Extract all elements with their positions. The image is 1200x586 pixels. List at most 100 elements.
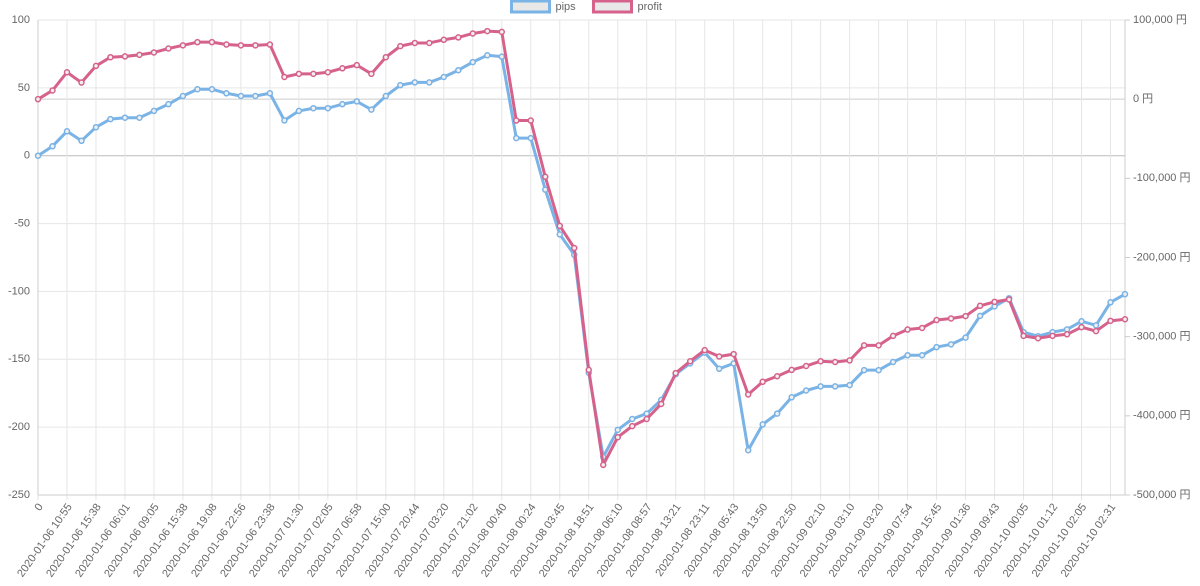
y-tick-label: -150 [8,353,30,365]
data-point [831,358,839,366]
data-point [860,342,868,349]
data-point [773,373,781,380]
y2-tick-label: -100,000 円 [1133,172,1190,184]
data-point [744,446,752,454]
data-point [701,346,708,354]
data-point [788,366,795,374]
data-point [339,65,346,72]
data-point [353,61,361,69]
y-tick-label: -200 [8,421,30,433]
y2-tick-label: 100,000 円 [1133,14,1187,26]
data-point [310,104,317,112]
legend-label: pips [556,1,577,13]
data-point [513,134,520,142]
data-point [513,117,520,124]
data-point [918,324,926,332]
data-point [136,51,143,59]
data-point [121,53,129,60]
data-point [411,79,419,86]
data-point [715,365,723,373]
data-point [136,114,143,121]
data-point [904,351,911,359]
data-point [484,27,491,35]
data-point [252,92,259,100]
data-point [1005,296,1013,303]
data-point [324,104,332,112]
data-point [469,58,477,66]
data-point [92,62,100,70]
data-point [34,152,42,159]
data-point [788,394,795,401]
y-tick-label: 50 [18,82,30,94]
data-point [933,316,940,324]
data-point [150,107,158,115]
data-point [947,315,955,322]
data-point [599,461,607,469]
data-point [1121,290,1129,298]
y2-tick-label: -200,000 円 [1133,251,1190,263]
data-point [962,312,969,320]
data-point [614,426,621,434]
data-point [411,39,419,47]
data-point [208,85,216,93]
data-point [382,53,390,61]
data-point [556,231,564,238]
data-point [933,343,940,351]
data-point [295,70,303,78]
y-tick-label: 100 [12,14,30,26]
data-point [1063,331,1071,338]
data-point [237,42,245,49]
legend-label: profit [638,1,662,13]
data-point [1034,335,1042,342]
data-point [889,358,897,366]
data-point [266,90,274,97]
data-point [165,100,172,108]
data-point [527,117,535,124]
data-point [1107,317,1114,325]
data-point [527,134,535,142]
data-point [382,92,390,100]
data-point [759,421,766,428]
data-point [440,73,448,81]
data-point [223,41,230,48]
data-point [295,107,303,115]
data-point [484,52,491,59]
data-point [440,36,448,44]
data-point [368,70,375,78]
data-point [715,353,723,360]
data-point [107,115,114,123]
data-point [1092,327,1100,335]
data-point [353,98,361,105]
data-point [585,366,592,374]
data-point [223,90,230,97]
data-point [397,81,404,89]
data-point [455,34,462,41]
data-point [397,42,404,50]
data-point [92,123,100,131]
data-point [643,415,650,423]
data-point [1107,299,1114,306]
data-point [165,45,172,52]
data-point [324,69,332,76]
data-point [846,357,853,364]
series-line [37,53,1126,459]
data-point [150,49,158,56]
data-point [817,357,824,365]
y-tick-label: -50 [14,217,30,229]
data-point [556,222,564,230]
data-point [730,350,737,358]
y-tick-label: -100 [8,285,30,297]
data-point [1020,332,1027,340]
data-point [1121,316,1129,323]
data-point [498,53,506,60]
data-point [49,87,56,94]
data-point [78,137,85,145]
data-point [947,341,955,348]
data-point [281,117,288,124]
data-point [281,73,288,81]
data-point [208,38,216,46]
data-point [63,128,71,135]
data-point [194,85,201,93]
data-point [252,42,259,49]
y2-tick-label: 0 円 [1133,93,1153,105]
